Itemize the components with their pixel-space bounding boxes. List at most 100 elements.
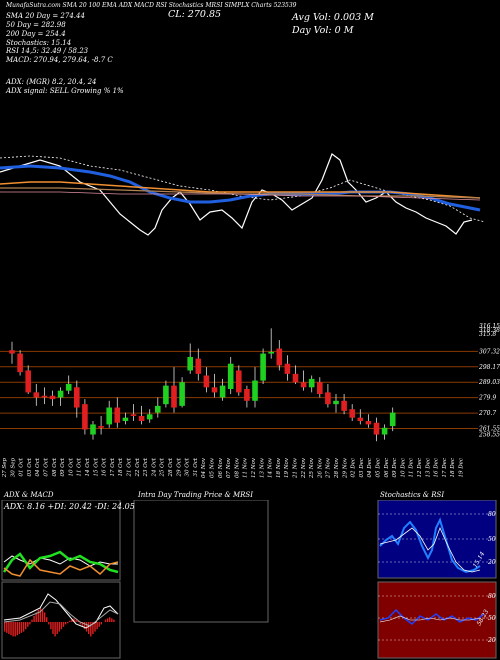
stoch-panel-title: Stochastics & RSI xyxy=(380,491,445,499)
date-tick-label: 18 Dec xyxy=(450,458,456,478)
macd-bar xyxy=(18,622,21,634)
macd-bar xyxy=(62,622,65,627)
candle-body xyxy=(9,350,15,354)
date-tick-label: 24 Oct xyxy=(151,457,157,477)
date-tick-label: 08 Nov xyxy=(234,457,240,478)
macd-bar xyxy=(52,622,54,634)
macd-bar xyxy=(85,622,88,632)
date-tick-label: 27 Sep xyxy=(2,458,8,478)
macd-bar xyxy=(71,619,73,622)
candle-body xyxy=(122,417,129,422)
date-tick-label: 12 Nov xyxy=(251,457,257,478)
intraday-panel-frame xyxy=(133,500,269,623)
price-level-label: 270.7 xyxy=(478,410,496,417)
date-tick-label: 25 Nov xyxy=(309,457,315,478)
sma20-text: SMA 20 Day = 274.44 xyxy=(6,12,85,20)
macd-bar xyxy=(54,622,56,637)
macd-bar xyxy=(77,620,79,622)
macd-bar xyxy=(79,622,81,625)
date-tick-label: 05 Dec xyxy=(376,458,382,478)
macd-bar xyxy=(56,622,58,634)
date-tick-label: 15 Oct xyxy=(93,457,99,476)
candle-body xyxy=(65,383,72,391)
candle-body xyxy=(341,400,347,411)
candle-body xyxy=(227,363,234,389)
date-tick-label: 04 Dec xyxy=(367,458,373,478)
macd-text: MACD: 270.94, 279.64, -8.7 C xyxy=(6,56,113,64)
macd-bar xyxy=(96,622,98,630)
rsi-text: RSI 14,5: 32.49 / 58.23 xyxy=(6,47,89,55)
date-tick-label: 16 Dec xyxy=(434,458,440,478)
date-tick-label: 29 Oct xyxy=(176,457,182,477)
macd-bar xyxy=(43,612,46,622)
stoch-tick-80: 80 xyxy=(488,511,496,518)
macd-bar xyxy=(64,622,67,625)
candle-body xyxy=(179,382,185,406)
adx-values-label: ADX: 8.16 +DI: 20.42 -DI: 24.05 xyxy=(4,502,135,511)
candle-body xyxy=(74,387,80,408)
candle-body xyxy=(82,404,88,430)
macd-bar xyxy=(73,618,75,622)
candle-body xyxy=(171,385,177,408)
date-tick-label: 10 Oct xyxy=(68,457,74,476)
intraday-panel-title: Intra Day Trading Price & MRSI xyxy=(138,491,253,499)
macd-bar xyxy=(48,622,50,625)
candle-body xyxy=(308,378,315,388)
date-tick-label: 07 Nov xyxy=(226,457,232,478)
date-tick-label: 18 Oct xyxy=(118,457,124,476)
candle-body xyxy=(292,373,299,383)
candle-body xyxy=(300,382,307,388)
candle-body xyxy=(163,385,169,405)
macd-bar xyxy=(12,622,14,637)
date-tick-label: 30 Sep xyxy=(10,458,16,478)
macd-bar xyxy=(41,610,44,622)
date-tick-label: 01 Oct xyxy=(19,457,25,476)
macd-bar xyxy=(50,622,52,630)
candle-body xyxy=(252,380,258,401)
macd-bar xyxy=(98,622,100,627)
stoch-tick-20: 20 xyxy=(487,559,496,566)
date-tick-label: 19 Nov xyxy=(284,457,290,478)
candle-body xyxy=(195,358,202,374)
adx-line xyxy=(3,555,118,567)
macd-bar xyxy=(8,622,10,634)
sma-white-line xyxy=(0,153,473,236)
candle-body xyxy=(203,375,210,388)
stoch-tick-50: 50 xyxy=(488,536,496,543)
date-tick-label: 13 Nov xyxy=(259,457,265,478)
top-price-label: 315.8 xyxy=(479,331,496,338)
macd-bar xyxy=(31,619,33,622)
macd-bar xyxy=(4,622,6,632)
macd-bar xyxy=(69,620,71,622)
macd-histogram xyxy=(4,607,115,637)
date-tick-label: 26 Nov xyxy=(317,457,323,478)
adx-panel-title: ADX & MACD xyxy=(4,491,54,499)
pink-line xyxy=(0,191,481,201)
macd-bar xyxy=(111,618,113,622)
date-tick-label: 04 Nov xyxy=(201,457,207,478)
date-tick-label: 03 Oct xyxy=(27,457,33,476)
macd-bar xyxy=(37,610,39,622)
candle-body xyxy=(260,353,266,381)
macd-bar xyxy=(25,622,27,630)
candle-body xyxy=(389,412,396,427)
candle-body xyxy=(333,400,339,405)
macd-bar xyxy=(22,622,25,632)
date-tick-label: 14 Nov xyxy=(268,457,274,478)
date-tick-label: 11 Oct xyxy=(77,457,83,476)
macd-signal-line xyxy=(3,601,119,627)
bottom-price-label: 258.55 xyxy=(478,432,500,439)
date-tick-label: 21 Oct xyxy=(127,457,133,477)
candlestick-chart: 307.32 298.17 289.03 279.9 270.7 261.55 316.15… xyxy=(0,323,500,478)
candle-body xyxy=(57,390,64,398)
macd-bar xyxy=(14,622,16,637)
macd-bar xyxy=(113,619,115,622)
macd-bar xyxy=(104,619,107,622)
price-level-label: 279.9 xyxy=(478,395,496,402)
rsi-tick-20: 20 xyxy=(487,637,496,644)
candle-body xyxy=(33,392,40,398)
header-top-line: MunafaSutra.com SMA 20 100 EMA ADX MACD … xyxy=(6,2,297,9)
adx-signal-text: ADX signal: SELL Growing % 1% xyxy=(6,87,124,95)
date-tick-label: 09 Oct xyxy=(60,457,66,476)
price-level-label: 307.32 xyxy=(479,348,500,355)
